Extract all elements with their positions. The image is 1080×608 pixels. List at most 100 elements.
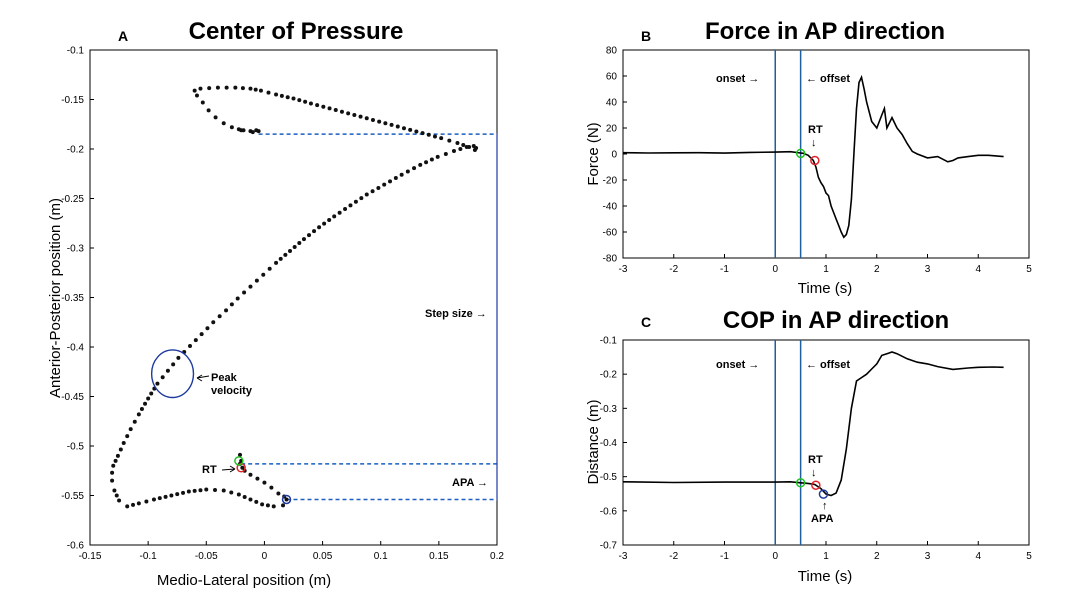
panel-a-cop-point (333, 108, 338, 113)
panel-a-cop-point (200, 100, 205, 105)
panel-c-x-tick-label: 0 (772, 551, 778, 562)
panel-a-y-tick-label: -0.6 (67, 541, 85, 552)
panel-b-y-tick-label: 60 (606, 72, 618, 83)
panel-a-cop-point (110, 470, 115, 475)
panel-a-cop-point (261, 272, 266, 277)
panel-a-cop-point (426, 132, 431, 137)
panel-b-y-tick-label: 80 (606, 46, 618, 57)
panel-a-cop-point (242, 290, 247, 295)
panel-b-y-tick-label: 0 (611, 150, 617, 161)
panel-b-x-tick-label: -3 (619, 264, 628, 275)
panel-a-x-tick-label: 0.05 (313, 551, 333, 562)
panel-a-cop-point (118, 447, 123, 452)
panel-a-x-tick-label: 0 (262, 551, 268, 562)
panel-a-cop-point (260, 502, 265, 507)
panel-a-cop-point (377, 119, 382, 124)
panel-a-cop-point (327, 106, 332, 111)
panel-a-cop-point (288, 248, 293, 253)
panel-c-y-ticks: -0.1 -0.2 -0.3 -0.4 -0.5 -0.6 -0.7 (600, 336, 627, 552)
panel-a-y-tick-label: -0.2 (67, 145, 85, 156)
panel-a-y-tick-label: -0.15 (61, 95, 84, 106)
panel-a-cop-point (121, 441, 126, 446)
panel-a-cop-point (235, 296, 240, 301)
panel-a-y-tick-label: -0.45 (61, 392, 84, 403)
panel-a-cop-point (348, 203, 353, 208)
panel-a-cop-point (136, 412, 141, 417)
panel-a-x-tick-label: -0.15 (79, 551, 102, 562)
panel-c-x-tick-label: -1 (720, 551, 729, 562)
panel-c-y-tick-label: -0.4 (600, 438, 618, 449)
panel-c-y-label: Distance (m) (585, 399, 602, 484)
panel-a-cop-point (188, 344, 193, 349)
panel-a-center-of-pressure: A Center of Pressure -0.1-0.15-0.2-0.25-… (47, 18, 504, 589)
panel-a-y-tick-label: -0.5 (67, 442, 85, 453)
panel-c-marker-start (795, 478, 806, 488)
panel-a-cop-point (420, 131, 425, 136)
panel-a-cop-point (399, 172, 404, 177)
panel-a-cop-point (283, 252, 288, 257)
panel-a-apa-label: APA → (452, 477, 488, 489)
panel-a-cop-point (254, 499, 259, 504)
panel-b-x-tick-label: 1 (823, 264, 829, 275)
panel-a-y-tick-label: -0.4 (67, 343, 85, 354)
panel-a-cop-point (408, 127, 413, 132)
panel-c-x-label: Time (s) (798, 568, 852, 585)
panel-c-cop: C COP in AP direction -0.1-0.2-0.3-0.4-0… (585, 307, 1032, 585)
panel-b-y-label: Force (N) (585, 122, 602, 185)
panel-b-y-tick-label: 20 (606, 124, 618, 135)
panel-a-marker-start (234, 456, 244, 466)
panel-a-cop-point (255, 476, 260, 481)
panel-a-cop-point (279, 93, 284, 98)
panel-c-y-tick-label: -0.6 (600, 506, 618, 517)
panel-b-rt-label: RT (808, 124, 823, 136)
panel-b-x-tick-label: 3 (925, 264, 931, 275)
panel-a-cop-point (175, 492, 180, 497)
panel-b-y-tick-label: 40 (606, 98, 618, 109)
panel-a-letter: A (118, 28, 128, 44)
panel-c-x-tick-label: 1 (823, 551, 829, 562)
panel-a-x-tick-label: -0.05 (195, 551, 218, 562)
panel-a-cop-point (224, 85, 229, 90)
panel-a-cop-point (343, 207, 348, 212)
panel-a-cop-point (132, 419, 137, 424)
panel-b-y-tick-label: -20 (603, 176, 618, 187)
panel-a-cop-point (308, 101, 313, 106)
panel-a-cop-point (414, 129, 419, 134)
panel-a-cop-point (352, 113, 357, 118)
panel-a-x-label: Medio-Lateral position (m) (157, 572, 331, 589)
panel-a-y-tick-label: -0.35 (61, 293, 84, 304)
panel-a-y-tick-label: -0.3 (67, 244, 85, 255)
panel-a-cop-point (248, 497, 253, 502)
panel-a-x-tick-label: 0.1 (374, 551, 388, 562)
panel-a-cop-point (256, 129, 261, 134)
panel-a-cop-point (157, 496, 162, 501)
panel-a-cop-point (432, 134, 437, 139)
panel-a-cop-point (455, 141, 460, 146)
panel-a-markers (150, 349, 292, 505)
panel-a-cop-point (236, 492, 241, 497)
panel-a-cop-points (110, 85, 479, 509)
panel-a-cop-point (238, 452, 243, 457)
panel-b-y-tick-label: -80 (603, 254, 618, 265)
panel-c-y-tick-label: -0.2 (600, 370, 618, 381)
panel-a-cop-point (265, 503, 270, 508)
panel-a-cop-point (242, 494, 247, 499)
panel-a-y-tick-label: -0.1 (67, 46, 85, 57)
panel-a-cop-point (205, 326, 210, 331)
panel-b-y-tick-label: -40 (603, 202, 618, 213)
panel-a-cop-point (327, 217, 332, 222)
panel-b-x-label: Time (s) (798, 280, 852, 297)
panel-a-cop-point (346, 111, 351, 116)
panel-a-cop-point (169, 493, 174, 498)
panel-a-cop-point (292, 245, 297, 250)
panel-a-cop-point (192, 488, 197, 493)
panel-a-cop-point (339, 109, 344, 114)
panel-a-cop-point (240, 465, 245, 470)
panel-a-rt-arrow (221, 468, 236, 471)
panel-a-cop-point (412, 166, 417, 171)
panel-a-cop-point (136, 501, 141, 506)
panel-b-force-line (622, 74, 1004, 239)
panel-a-title: Center of Pressure (189, 18, 404, 45)
panel-a-cop-point (447, 138, 452, 143)
panel-a-cop-point (114, 493, 119, 498)
